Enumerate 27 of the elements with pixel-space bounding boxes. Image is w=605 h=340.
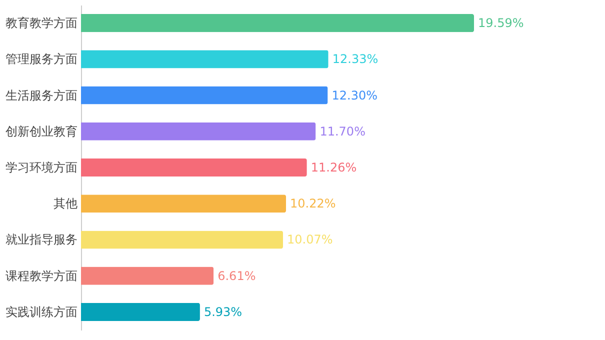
bar: [81, 194, 286, 213]
y-tick-label: 课程教学方面: [6, 268, 78, 283]
y-tick-label: 实践训练方面: [6, 304, 78, 319]
data-label: 5.93%: [204, 304, 242, 319]
data-label: 12.30%: [332, 88, 378, 102]
y-tick-label: 学习环境方面: [6, 160, 78, 174]
bar: [81, 158, 307, 177]
y-tick-label: 管理服务方面: [6, 52, 78, 66]
data-label: 11.70%: [320, 124, 366, 138]
bar: [81, 266, 214, 285]
bar: [81, 50, 328, 68]
data-label: 11.26%: [310, 160, 357, 174]
y-tick-label: 就业指导服务: [6, 232, 78, 247]
data-label: 6.61%: [218, 268, 256, 283]
bar: [81, 14, 474, 32]
data-label: 10.22%: [290, 196, 336, 211]
y-tick-label: 其他: [54, 196, 78, 211]
bar: [81, 230, 284, 249]
y-tick-label: 生活服务方面: [6, 88, 78, 102]
data-label: 10.07%: [287, 232, 333, 247]
bar: [81, 122, 316, 140]
y-tick-label: 创新创业教育: [6, 124, 78, 138]
data-label: 19.59%: [478, 16, 524, 30]
bar: [81, 302, 200, 321]
y-tick-label: 教育教学方面: [6, 16, 78, 30]
data-label: 12.33%: [332, 52, 378, 66]
bar: [81, 86, 328, 104]
